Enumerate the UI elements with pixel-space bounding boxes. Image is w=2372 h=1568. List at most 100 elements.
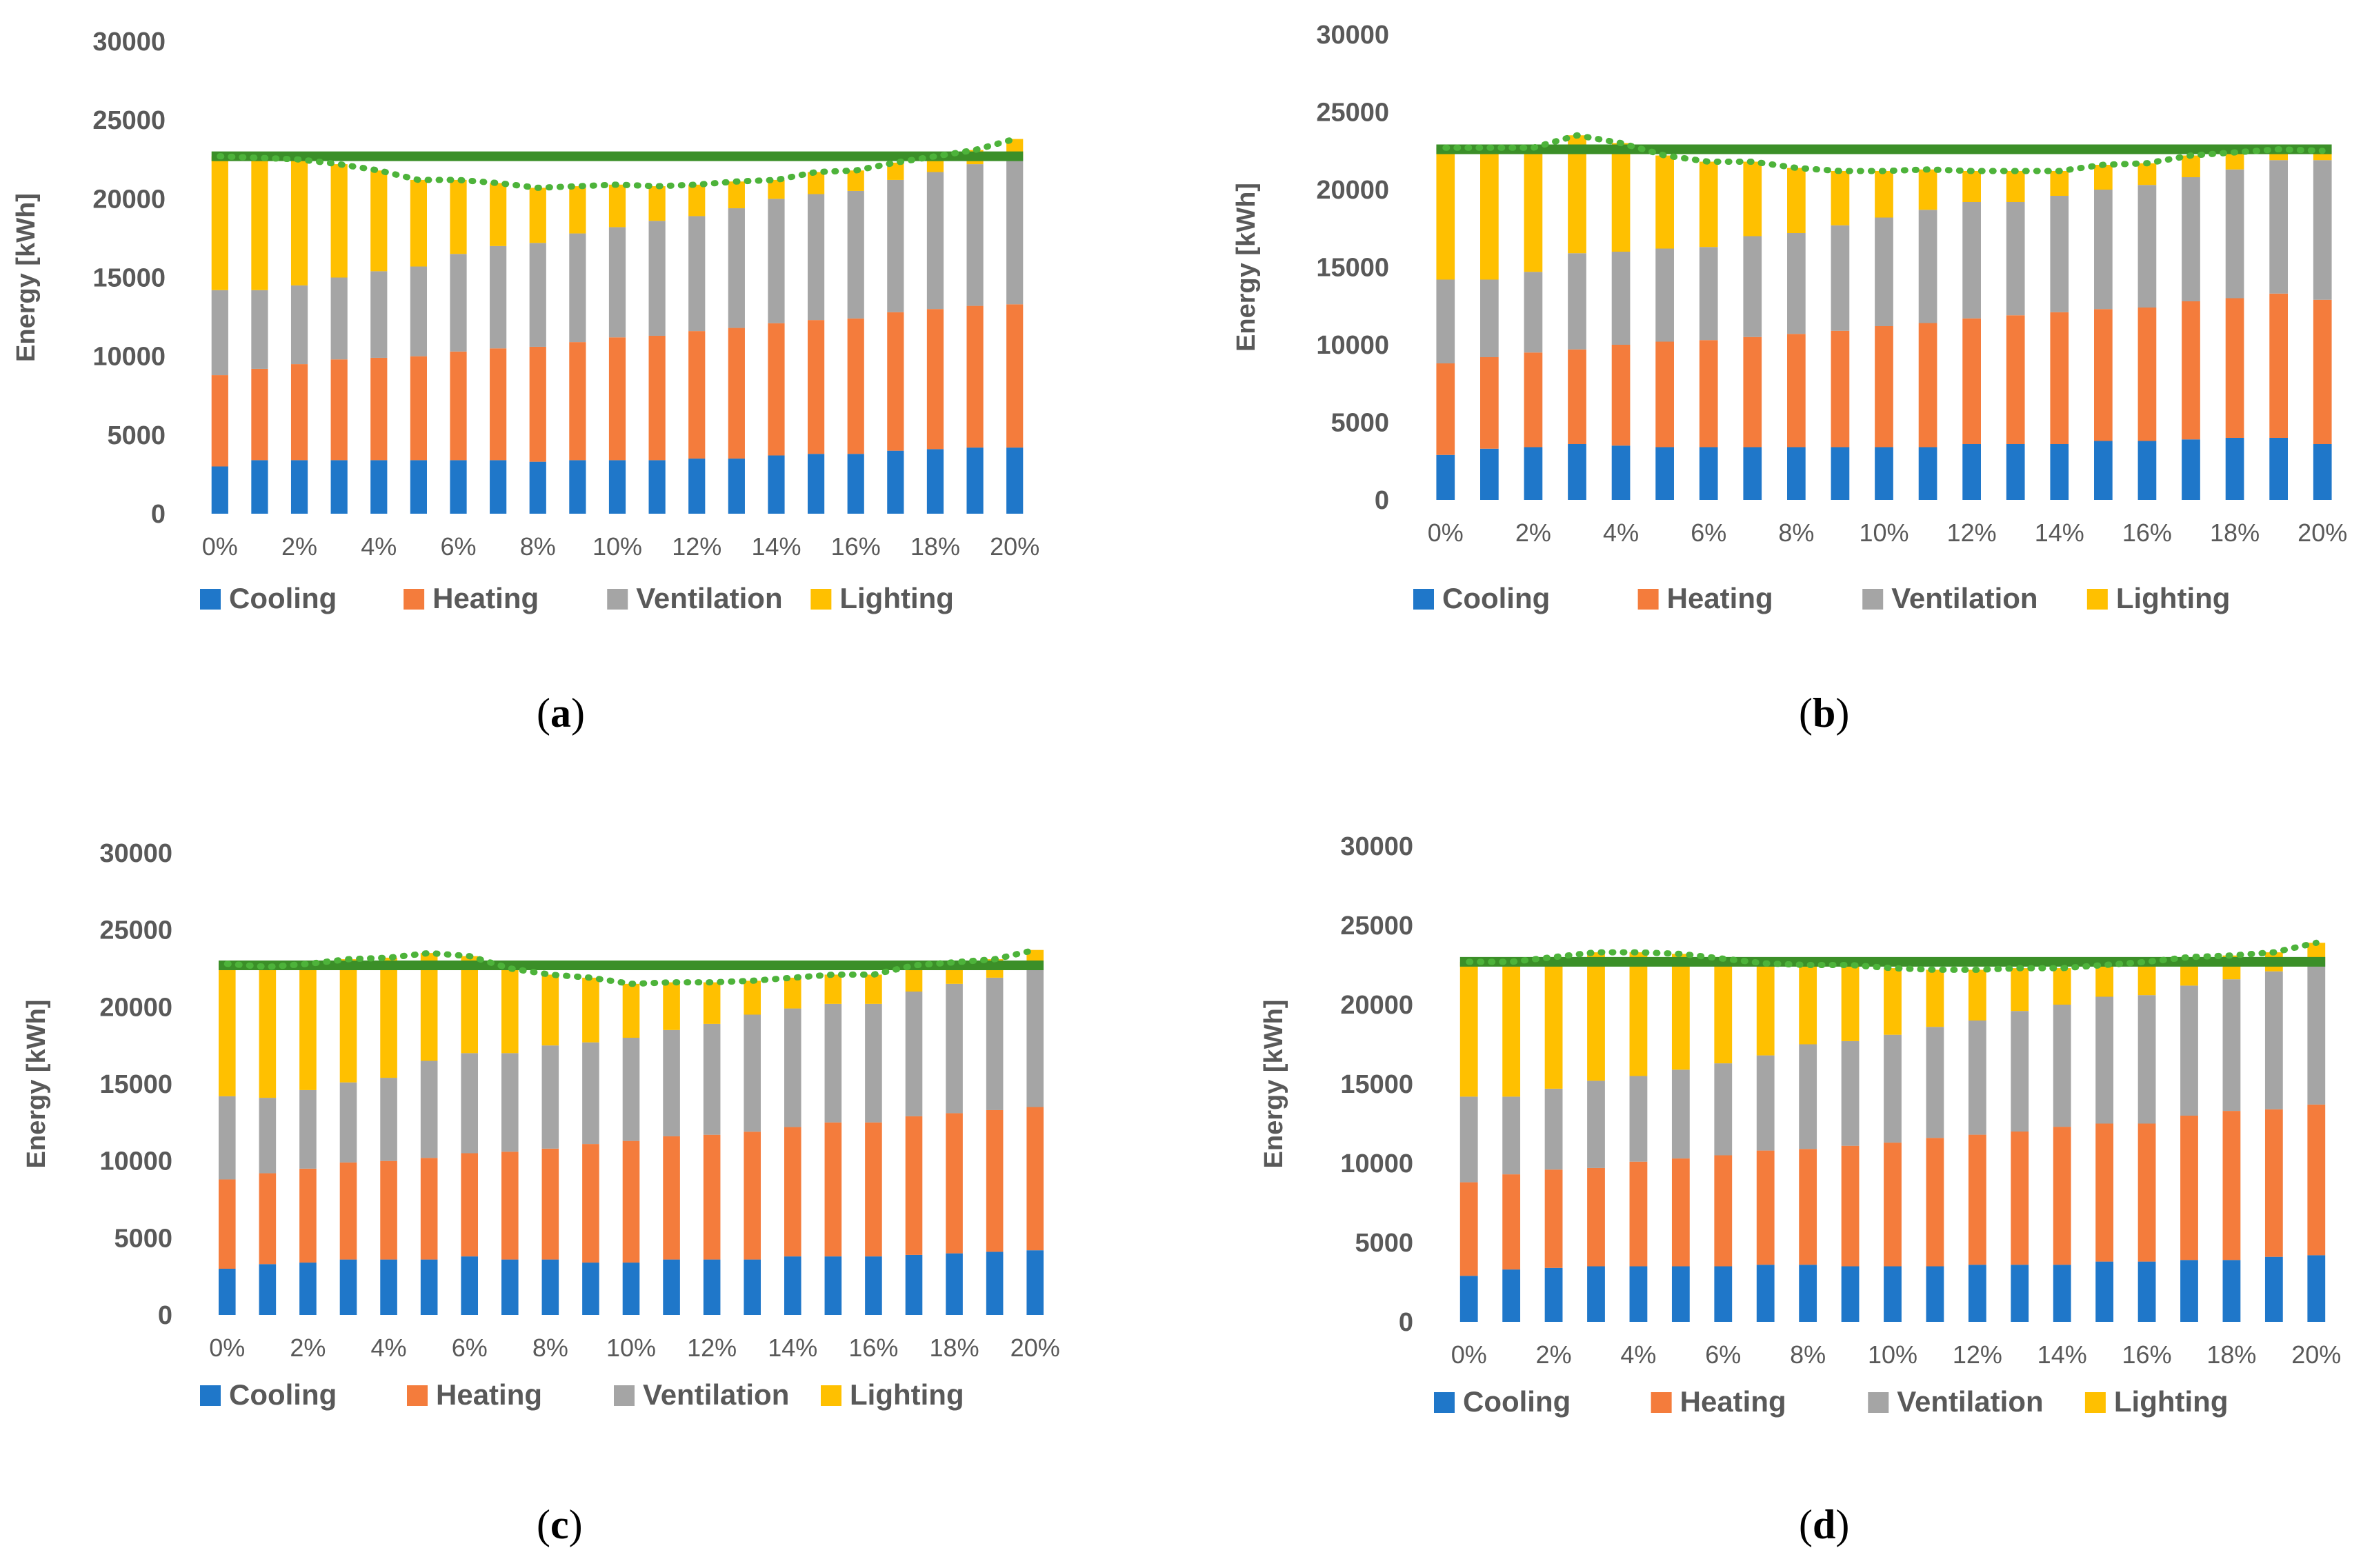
bar-lighting [541, 974, 559, 1046]
chart-c-svg: 0 5000 10000 15000 20000 25000 30000 Energy [kW… [22, 839, 1060, 1411]
bar-lighting [501, 968, 519, 1054]
bar-cooling [688, 459, 706, 514]
bar-ventilation [2053, 1005, 2071, 1127]
bar-ventilation [1968, 1021, 1986, 1135]
legend-label-ventilation: Ventilation [1891, 582, 2037, 614]
bar-heating [2222, 1111, 2241, 1260]
bar-cooling [2094, 441, 2113, 500]
bar-lighting [1568, 135, 1586, 254]
bar-lighting [1459, 961, 1478, 1097]
bar-heating [1026, 1107, 1044, 1251]
bar-ventilation [1743, 236, 1762, 337]
bar-heating [744, 1132, 761, 1260]
bar-cooling [2313, 444, 2332, 500]
bar-heating [887, 312, 904, 451]
y-tick-label: 20000 [99, 993, 172, 1022]
bar-heating [1629, 1161, 1648, 1267]
bar-cooling [744, 1259, 761, 1315]
bar-cooling [582, 1263, 599, 1315]
x-tick-label: 4% [361, 532, 397, 561]
bar-ventilation [1006, 157, 1024, 305]
bar-ventilation [1611, 252, 1631, 345]
bar-ventilation [946, 983, 963, 1114]
caption-a: (a) [537, 690, 585, 736]
bar-ventilation [1629, 1076, 1648, 1162]
bar-cooling [1629, 1266, 1648, 1322]
bar-lighting [569, 186, 586, 234]
bar-ventilation [1756, 1055, 1775, 1151]
x-tick-label: 16% [2122, 1340, 2172, 1369]
bar-ventilation [2011, 1011, 2029, 1132]
bar-heating [1699, 340, 1718, 448]
legend-label-ventilation: Ventilation [643, 1378, 789, 1411]
bar-heating [1480, 357, 1499, 449]
bar-heating [2050, 312, 2069, 444]
bar-lighting [1714, 958, 1733, 1064]
y-tick-label: 15000 [99, 1070, 172, 1099]
bar-heating [2264, 1109, 2283, 1257]
bar-ventilation [1918, 210, 1937, 323]
bar-cooling [2006, 444, 2025, 500]
legend-label-heating: Heating [1667, 582, 1773, 614]
bar-lighting [1787, 168, 1806, 233]
x-tick-label: 10% [592, 532, 642, 561]
bar-heating [1968, 1134, 1986, 1265]
bar-lighting [1875, 171, 1893, 218]
x-tick-label: 14% [768, 1334, 817, 1362]
bar-cooling [1799, 1265, 1817, 1322]
bar-cooling [1568, 444, 1586, 500]
bar-cooling [1962, 444, 1981, 500]
x-tick-label: 18% [930, 1334, 979, 1362]
bar-cooling [1655, 447, 1674, 500]
bar-heating [370, 357, 388, 461]
bar-lighting [490, 183, 507, 246]
y-tick-label: 30000 [99, 839, 172, 868]
y-axis-label: Energy [kWh] [1232, 183, 1261, 352]
y-tick-label: 25000 [92, 106, 166, 135]
bar-ventilation [2006, 202, 2025, 316]
bar-ventilation [2307, 961, 2326, 1105]
bar-lighting [2053, 968, 2071, 1005]
bar-ventilation [582, 1042, 599, 1145]
x-tick-label: 0% [209, 1334, 245, 1362]
bar-heating [1831, 330, 1850, 448]
bar-ventilation [1884, 1034, 1902, 1143]
x-tick-label: 0% [202, 532, 238, 561]
bar-ventilation [490, 245, 507, 349]
x-tick-label: 2% [1536, 1340, 1572, 1369]
x-tick-label: 6% [441, 532, 477, 561]
y-tick-label: 10000 [92, 343, 166, 372]
bar-lighting [1926, 969, 1944, 1027]
bar-cooling [380, 1259, 397, 1315]
bar-heating [259, 1173, 277, 1265]
bar-cooling [768, 455, 785, 514]
y-tick-label: 0 [1399, 1308, 1413, 1337]
chart-d-svg: 0 5000 10000 15000 20000 25000 30000 Energy [kW… [1259, 832, 2341, 1418]
y-axis-label: Energy [kWh] [1259, 1000, 1288, 1169]
bar-ventilation [1831, 225, 1850, 331]
bar-cooling [251, 460, 268, 514]
legend-swatch-lighting [821, 1385, 841, 1406]
bar-cooling [1884, 1266, 1902, 1322]
bar-cooling [2180, 1260, 2198, 1322]
bar-heating [1918, 323, 1937, 448]
bar-heating [420, 1158, 438, 1260]
bar-cooling [1544, 1267, 1563, 1322]
bar-ventilation [608, 227, 626, 338]
legend-swatch-cooling [200, 589, 221, 610]
bar-cooling [608, 460, 626, 514]
legend-swatch-lighting [2086, 589, 2108, 610]
legend-label-cooling: Cooling [229, 1378, 337, 1411]
x-tick-label: 8% [1790, 1340, 1826, 1369]
bar-cooling [1587, 1266, 1605, 1322]
legend-swatch-heating [407, 1385, 428, 1406]
bar-lighting [370, 170, 388, 272]
bar-cooling [2182, 439, 2200, 500]
bar-lighting [380, 957, 397, 1078]
bar-lighting [1502, 961, 1521, 1097]
bar-ventilation [663, 1029, 680, 1136]
bar-ventilation [1671, 1069, 1690, 1159]
bar-heating [1587, 1167, 1605, 1267]
legend-swatch-heating [1637, 589, 1659, 610]
bar-ventilation [211, 290, 228, 376]
